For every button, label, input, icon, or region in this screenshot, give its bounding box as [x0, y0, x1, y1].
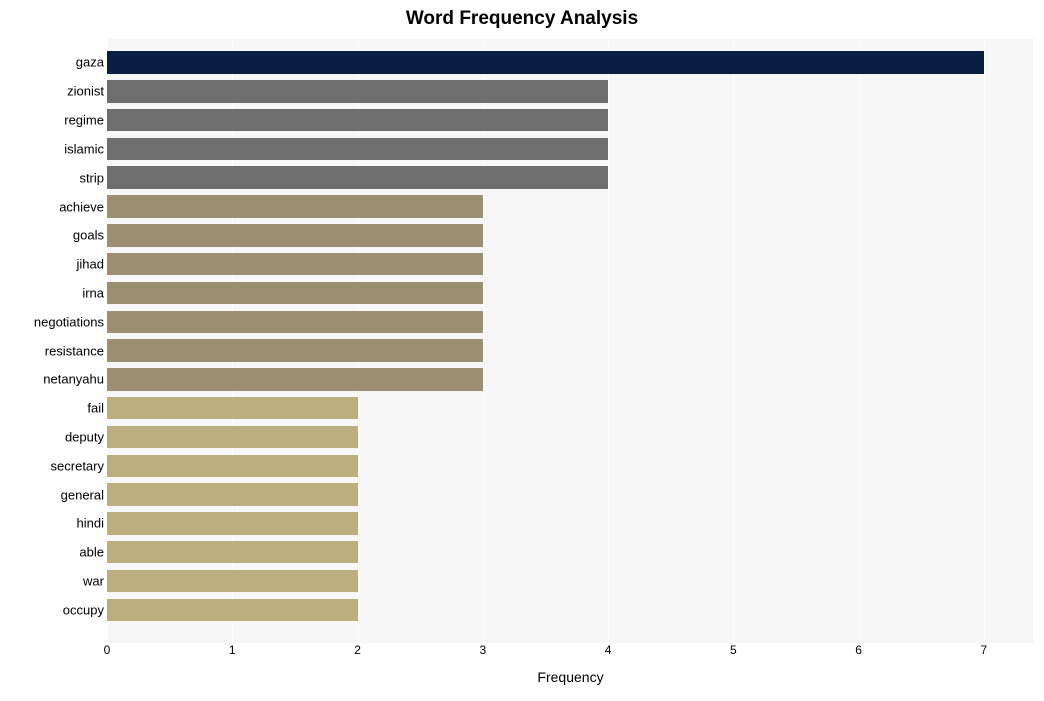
y-tick-label: netanyahu: [43, 372, 104, 387]
chart-title: Word Frequency Analysis: [0, 8, 1044, 30]
bar: [107, 195, 483, 217]
x-tick-label: 1: [229, 643, 236, 657]
bar: [107, 570, 358, 592]
y-tick-label: regime: [64, 113, 104, 128]
bar: [107, 166, 608, 188]
y-tick-label: deputy: [65, 430, 104, 445]
bar: [107, 253, 483, 275]
y-tick-label: jihad: [77, 257, 104, 272]
x-tick-label: 3: [479, 643, 486, 657]
y-tick-label: secretary: [51, 458, 104, 473]
y-tick-label: occupy: [63, 602, 104, 617]
bar: [107, 483, 358, 505]
bar: [107, 339, 483, 361]
word-frequency-chart: Word Frequency Analysis Frequency 0 1 2 3 4 5…: [0, 0, 1044, 701]
y-tick-label: gaza: [76, 55, 104, 70]
bar: [107, 599, 358, 621]
x-tick-label: 0: [104, 643, 111, 657]
y-tick-label: islamic: [64, 141, 104, 156]
x-tick-label: 5: [730, 643, 737, 657]
bar: [107, 397, 358, 419]
x-tick-label: 4: [605, 643, 612, 657]
y-tick-label: hindi: [77, 516, 104, 531]
y-tick-label: irna: [82, 285, 104, 300]
bar: [107, 51, 984, 73]
bar: [107, 512, 358, 534]
bar: [107, 311, 483, 333]
y-tick-label: strip: [79, 170, 104, 185]
grid-line: [859, 38, 860, 643]
y-tick-label: able: [79, 545, 104, 560]
y-tick-label: zionist: [67, 84, 104, 99]
bar: [107, 109, 608, 131]
x-tick-label: 7: [981, 643, 988, 657]
bar: [107, 282, 483, 304]
grid-line: [733, 38, 734, 643]
bar: [107, 80, 608, 102]
y-tick-label: negotiations: [34, 314, 104, 329]
y-tick-label: achieve: [59, 199, 104, 214]
bar: [107, 426, 358, 448]
plot-area: [107, 38, 1034, 643]
grid-line: [984, 38, 985, 643]
y-tick-label: goals: [73, 228, 104, 243]
bar: [107, 541, 358, 563]
x-axis-label: Frequency: [107, 669, 1034, 685]
y-tick-label: resistance: [45, 343, 104, 358]
bar: [107, 368, 483, 390]
y-tick-label: fail: [87, 401, 104, 416]
grid-line: [608, 38, 609, 643]
x-tick-label: 6: [855, 643, 862, 657]
y-tick-label: general: [61, 487, 104, 502]
y-tick-label: war: [83, 574, 104, 589]
bar: [107, 138, 608, 160]
bar: [107, 224, 483, 246]
x-tick-label: 2: [354, 643, 361, 657]
bar: [107, 455, 358, 477]
